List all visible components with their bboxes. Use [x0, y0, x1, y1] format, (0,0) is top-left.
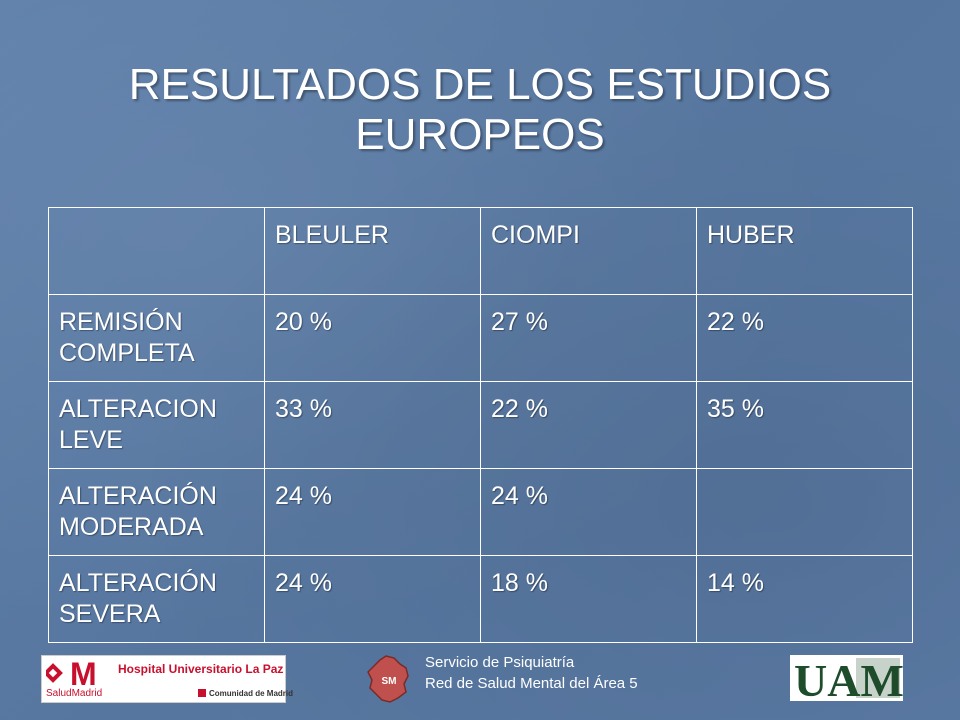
results-table: BLEULER CIOMPI HUBER REMISIÓN COMPLETA 20…	[48, 207, 913, 643]
row-label-line-1: ALTERACION	[59, 395, 217, 423]
comunidad-madrid-text: Comunidad de Madrid	[209, 689, 293, 698]
table-cell: 22 %	[480, 381, 697, 469]
salud-mental-map-icon: SM	[367, 655, 409, 703]
row-label-line-2: MODERADA	[59, 513, 204, 541]
slide-title-line-1: RESULTADOS DE LOS ESTUDIOS	[128, 60, 832, 109]
table-cell: 18 %	[480, 555, 697, 643]
row-label-line-1: ALTERACIÓN	[59, 569, 217, 597]
table-cell: 24 %	[480, 468, 697, 556]
comunidad-madrid-label: Comunidad de Madrid	[198, 689, 293, 698]
table-cell: 27 %	[480, 294, 697, 382]
hospital-name: Hospital Universitario La Paz	[118, 662, 284, 676]
row-label-line-2: COMPLETA	[59, 339, 195, 367]
row-label: REMISIÓN COMPLETA	[48, 294, 265, 382]
row-label-line-2: SEVERA	[59, 600, 161, 628]
table-cell: 24 %	[264, 468, 481, 556]
svg-text:M: M	[70, 658, 97, 688]
row-label: ALTERACIÓN MODERADA	[48, 468, 265, 556]
row-label-line-2: LEVE	[59, 426, 123, 454]
row-label-line-1: REMISIÓN	[59, 308, 183, 336]
slide-title: RESULTADOS DE LOS ESTUDIOS EUROPEOS	[40, 60, 920, 160]
table-cell: 14 %	[696, 555, 913, 643]
table-row: ALTERACIÓN MODERADA 24 % 24 %	[48, 468, 913, 556]
uam-logo-text: UAM	[794, 655, 903, 701]
table-row: REMISIÓN COMPLETA 20 % 27 % 22 %	[48, 294, 913, 382]
table-header-row: BLEULER CIOMPI HUBER	[48, 207, 913, 295]
sm-badge-text: SM	[382, 676, 397, 687]
service-line-2: Red de Salud Mental del Área 5	[425, 675, 638, 692]
table-cell	[696, 468, 913, 556]
salud-madrid-m-icon: M	[46, 658, 97, 688]
table-cell: 24 %	[264, 555, 481, 643]
table-cell: 22 %	[696, 294, 913, 382]
header-cell-huber: HUBER	[696, 207, 913, 295]
hospital-la-paz-logo: M Hospital Universitario La Paz SaludMad…	[41, 655, 293, 703]
row-label-line-1: ALTERACIÓN	[59, 482, 217, 510]
table-cell: 33 %	[264, 381, 481, 469]
header-cell-bleuler: BLEULER	[264, 207, 481, 295]
service-line-1: Servicio de Psiquiatría	[425, 654, 575, 671]
comunidad-madrid-icon	[198, 689, 206, 697]
table-cell: 35 %	[696, 381, 913, 469]
table-cell: 20 %	[264, 294, 481, 382]
slide-title-line-2: EUROPEOS	[355, 110, 605, 159]
footer: M Hospital Universitario La Paz SaludMad…	[0, 650, 960, 720]
row-label: ALTERACION LEVE	[48, 381, 265, 469]
table-row: ALTERACION LEVE 33 % 22 % 35 %	[48, 381, 913, 469]
header-cell-ciompi: CIOMPI	[480, 207, 697, 295]
row-label: ALTERACIÓN SEVERA	[48, 555, 265, 643]
salud-madrid-label: SaludMadrid	[46, 688, 103, 699]
service-info: Servicio de Psiquiatría Red de Salud Men…	[425, 652, 638, 694]
header-cell-empty	[48, 207, 265, 295]
table-row: ALTERACIÓN SEVERA 24 % 18 % 14 %	[48, 555, 913, 643]
uam-logo: UAM	[790, 655, 903, 701]
